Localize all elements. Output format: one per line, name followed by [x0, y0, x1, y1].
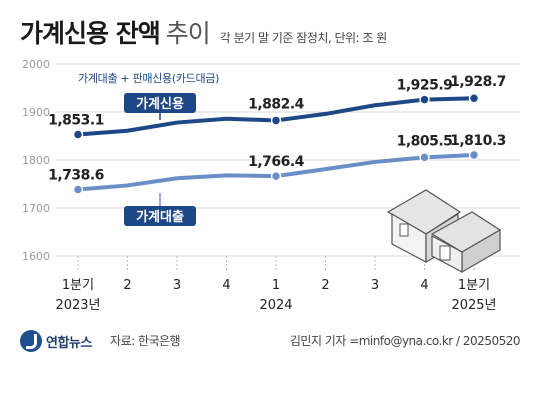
credit-note: 김민지 기자 =minfo@yna.co.kr / 20250520: [289, 334, 521, 348]
data-point: [468, 149, 480, 161]
data-label: 1,853.1: [48, 113, 104, 129]
yonhap-logo: 연합뉴스: [20, 330, 92, 352]
logo-text: 연합뉴스: [46, 335, 92, 351]
data-point: [468, 92, 480, 104]
house-window: [399, 223, 409, 237]
data-label: 1,928.7: [450, 74, 506, 90]
data-label: 1,805.5: [397, 133, 453, 149]
x-tick-label: 4: [420, 278, 428, 293]
y-tick-label: 2000: [22, 58, 50, 71]
data-point: [72, 129, 84, 140]
data-point: [270, 170, 282, 182]
legend-label-2: 가계대출: [136, 209, 184, 225]
y-tick-label: 1900: [22, 106, 50, 119]
data-label: 1,810.3: [450, 133, 506, 149]
data-label: 1,766.4: [248, 154, 305, 170]
house-door: [439, 245, 451, 261]
data-point: [419, 94, 430, 105]
data-point: [270, 115, 282, 126]
data-label: 1,738.6: [48, 167, 104, 183]
x-tick-label: 1분기: [62, 278, 94, 293]
footer: 연합뉴스 자료: 한국은행 김민지 기자 =minfo@yna.co.kr / …: [0, 322, 540, 362]
x-tick-label: 2: [123, 278, 131, 293]
y-tick-label: 1800: [22, 154, 50, 167]
yonhap-logo-icon: [20, 330, 42, 352]
data-point: [419, 152, 430, 163]
title-sub: 추이: [165, 19, 211, 48]
unit-note: 각 분기 말 기준 잠정치, 단위: 조 원: [219, 31, 388, 45]
data-label: 1,882.4: [248, 96, 305, 112]
legend-box-1: [124, 93, 196, 113]
legend-box-2: [124, 206, 196, 226]
x-tick-year: 2025년: [451, 298, 496, 313]
data-point: [72, 184, 84, 195]
line-chart: 1600 1700 1800 1900 2000 1,853.1 1,882.4 1,925.…: [22, 58, 520, 313]
x-tick-year: 2024: [259, 298, 292, 313]
x-tick-label: 4: [222, 278, 230, 293]
legend-label-1: 가계신용: [136, 96, 184, 112]
legend-note-1: 가계대출 + 판매신용(카드대금): [78, 72, 219, 85]
y-tick-label: 1600: [22, 250, 50, 263]
y-tick-label: 1700: [22, 202, 50, 215]
data-label: 1,925.9: [397, 78, 453, 94]
x-tick-label: 1분기: [458, 278, 490, 293]
x-tick-label: 3: [173, 278, 181, 293]
x-tick-label: 1: [272, 278, 280, 293]
x-tick-label: 3: [371, 278, 379, 293]
x-tick-label: 2: [321, 278, 329, 293]
source-note: 자료: 한국은행: [110, 334, 181, 348]
house-icon: [386, 189, 502, 274]
chart-title: 가계신용 잔액 추이 각 분기 말 기준 잠정치, 단위: 조 원: [20, 14, 387, 50]
title-main: 가계신용 잔액: [20, 19, 161, 48]
x-tick-year: 2023년: [55, 298, 100, 313]
